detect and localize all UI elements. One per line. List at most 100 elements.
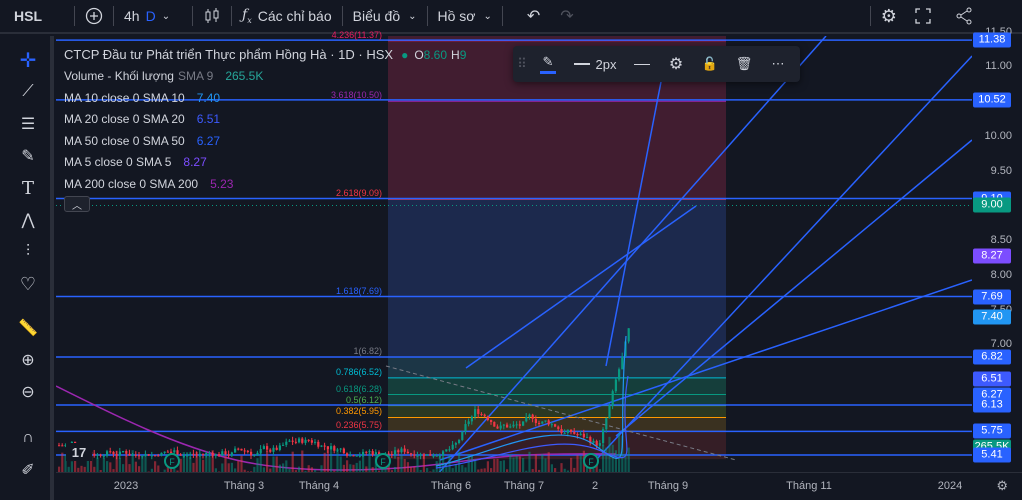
lock-drawing-tool[interactable]: ✐: [16, 458, 40, 482]
volume-bar: [538, 469, 541, 472]
delete-button[interactable]: 🗑: [727, 46, 761, 82]
plus-circle-icon: [85, 7, 103, 25]
chart-layout-button[interactable]: Biểu đồ ⌄: [347, 0, 423, 33]
volume-bar: [99, 470, 102, 472]
fib-level-label: 3.618(10.50): [330, 90, 382, 101]
candle-body: [493, 421, 496, 427]
trend-line: [595, 55, 973, 461]
volume-bar: [259, 451, 262, 472]
lock-button[interactable]: 🔓: [693, 46, 727, 82]
time-tick-label: Tháng 6: [430, 480, 472, 492]
volume-bar: [416, 456, 419, 472]
indicators-button[interactable]: ƒx Các chỉ báo: [236, 0, 338, 33]
settings-button[interactable]: ⚙: [875, 0, 903, 33]
volume-bar: [237, 460, 240, 472]
volume-bar: [346, 460, 349, 472]
text-icon: T: [21, 177, 34, 199]
compare-button[interactable]: [79, 0, 109, 33]
price-badge: 9.00: [973, 197, 1011, 213]
candle-body: [301, 438, 304, 443]
drag-handle[interactable]: ⠿: [513, 46, 531, 82]
candle-body: [506, 424, 509, 428]
legend-collapse-button[interactable]: ︿: [64, 196, 90, 212]
volume-bar: [397, 456, 400, 472]
line-width-button[interactable]: 2px: [565, 46, 625, 82]
divider: [113, 6, 114, 26]
favorites-tool[interactable]: ♡: [16, 272, 40, 296]
zoom-out-tool[interactable]: ⊖: [16, 380, 40, 404]
legend-indicator-row[interactable]: MA 5 close 0 SMA 5 8.27: [64, 152, 466, 174]
redo-button[interactable]: ↷: [554, 0, 579, 33]
horizontal-lines-tool[interactable]: ☰: [16, 112, 40, 136]
candle-body: [102, 455, 105, 457]
candle-body: [554, 424, 557, 427]
volume-bar: [154, 461, 157, 472]
volume-bar: [624, 453, 627, 472]
time-axis[interactable]: ⚙ 2023 Tháng 3 Tháng 4 Tháng 6 Tháng 7 2 Tháng…: [56, 472, 1022, 500]
divider: [426, 6, 428, 26]
volume-bar: [544, 458, 547, 472]
legend-indicator-row[interactable]: MA 20 close 0 SMA 20 6.51: [64, 109, 466, 131]
volume-bar: [490, 468, 493, 472]
undo-button[interactable]: ↶: [521, 0, 546, 33]
time-axis-settings-icon[interactable]: ⚙: [996, 478, 1008, 493]
profile-button[interactable]: Hồ sơ ⌄: [432, 0, 498, 33]
brush-tool[interactable]: ✎: [16, 144, 40, 168]
legend-indicator-row[interactable]: MA 200 close 0 SMA 200 5.23: [64, 173, 466, 195]
volume-bar: [483, 468, 486, 472]
interval-select[interactable]: 4h D ⌄: [118, 0, 188, 33]
volume-bar: [550, 464, 553, 472]
time-tick-label: 2023: [113, 480, 139, 492]
more-icon: ⋯: [771, 56, 785, 71]
line-color-button[interactable]: ✎: [531, 46, 565, 82]
legend-indicator-row[interactable]: Volume - Khối lượng SMA 9 265.5K: [64, 66, 466, 88]
pattern-tool[interactable]: ⋀: [16, 208, 40, 232]
candle-body: [570, 429, 573, 432]
share-button[interactable]: [949, 0, 979, 33]
volume-bar: [246, 471, 249, 472]
candle-body: [582, 433, 585, 438]
candle-body: [592, 440, 595, 443]
volume-bar: [560, 463, 563, 472]
candle-body: [611, 391, 614, 406]
symbol-search[interactable]: HSL: [14, 8, 42, 24]
candle-body: [349, 455, 352, 457]
candle-type-button[interactable]: [197, 0, 227, 33]
prediction-tool[interactable]: ⫶: [16, 240, 40, 264]
candle-body: [134, 454, 137, 456]
candle-body: [326, 446, 329, 450]
volume-bar: [355, 462, 358, 472]
volume-bar: [112, 469, 115, 472]
legend-indicator-row[interactable]: MA 50 close 0 SMA 50 6.27: [64, 130, 466, 152]
text-tool[interactable]: T: [16, 176, 40, 200]
ruler-tool[interactable]: 📏: [16, 316, 40, 340]
trash-icon: 🗑: [735, 56, 753, 71]
more-button[interactable]: ⋯: [761, 46, 795, 82]
interval-label: 4h: [124, 8, 140, 24]
zoom-in-tool[interactable]: ⊕: [16, 348, 40, 372]
candle-body: [272, 447, 275, 452]
magnet-tool[interactable]: ∩: [16, 426, 40, 450]
candle-body: [112, 451, 115, 455]
volume-bar: [141, 456, 144, 472]
ma200-line: [55, 385, 617, 471]
candle-body: [410, 453, 413, 455]
volume-bar: [298, 466, 301, 472]
legend-indicator-row[interactable]: MA 10 close 0 SMA 10 7.40: [64, 87, 466, 109]
crosshair-tool[interactable]: ✛: [16, 48, 40, 72]
candle-body: [304, 439, 307, 443]
drawing-settings-button[interactable]: ⚙: [659, 46, 693, 82]
candle-body: [426, 454, 429, 456]
trendline-tool[interactable]: ⟋: [16, 80, 40, 104]
candle-body: [237, 448, 240, 450]
volume-bar: [109, 462, 112, 472]
tradingview-logo[interactable]: 17: [66, 443, 92, 461]
candle-body: [179, 454, 182, 456]
line-style-button[interactable]: [625, 46, 659, 82]
volume-bar: [451, 468, 454, 472]
price-tick-label: 10.00: [984, 129, 1012, 142]
fullscreen-button[interactable]: [909, 0, 937, 33]
volume-bar: [240, 455, 243, 472]
candle-body: [371, 451, 374, 455]
